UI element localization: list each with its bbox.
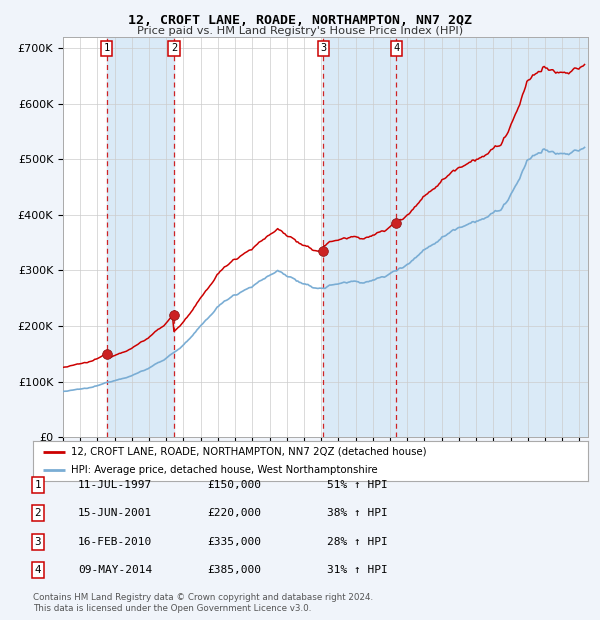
Text: 1: 1 bbox=[103, 43, 110, 53]
Text: 4: 4 bbox=[35, 565, 41, 575]
Text: 2: 2 bbox=[171, 43, 178, 53]
Text: £150,000: £150,000 bbox=[207, 480, 261, 490]
Text: 28% ↑ HPI: 28% ↑ HPI bbox=[327, 537, 388, 547]
Text: 11-JUL-1997: 11-JUL-1997 bbox=[78, 480, 152, 490]
Text: 15-JUN-2001: 15-JUN-2001 bbox=[78, 508, 152, 518]
Text: 31% ↑ HPI: 31% ↑ HPI bbox=[327, 565, 388, 575]
Text: 3: 3 bbox=[35, 537, 41, 547]
Text: 09-MAY-2014: 09-MAY-2014 bbox=[78, 565, 152, 575]
Text: Price paid vs. HM Land Registry's House Price Index (HPI): Price paid vs. HM Land Registry's House … bbox=[137, 26, 463, 36]
Text: 4: 4 bbox=[393, 43, 400, 53]
Text: 38% ↑ HPI: 38% ↑ HPI bbox=[327, 508, 388, 518]
Bar bbox=[107, 37, 174, 437]
Bar bbox=[396, 37, 588, 437]
Text: 51% ↑ HPI: 51% ↑ HPI bbox=[327, 480, 388, 490]
Bar bbox=[323, 37, 396, 437]
Text: 16-FEB-2010: 16-FEB-2010 bbox=[78, 537, 152, 547]
Text: 12, CROFT LANE, ROADE, NORTHAMPTON, NN7 2QZ: 12, CROFT LANE, ROADE, NORTHAMPTON, NN7 … bbox=[128, 14, 472, 27]
Text: 1: 1 bbox=[35, 480, 41, 490]
Text: £220,000: £220,000 bbox=[207, 508, 261, 518]
Text: 2: 2 bbox=[35, 508, 41, 518]
Text: 12, CROFT LANE, ROADE, NORTHAMPTON, NN7 2QZ (detached house): 12, CROFT LANE, ROADE, NORTHAMPTON, NN7 … bbox=[71, 447, 427, 457]
Text: Contains HM Land Registry data © Crown copyright and database right 2024.
This d: Contains HM Land Registry data © Crown c… bbox=[33, 593, 373, 613]
Text: HPI: Average price, detached house, West Northamptonshire: HPI: Average price, detached house, West… bbox=[71, 465, 377, 475]
Text: £385,000: £385,000 bbox=[207, 565, 261, 575]
Text: £335,000: £335,000 bbox=[207, 537, 261, 547]
Text: 3: 3 bbox=[320, 43, 326, 53]
